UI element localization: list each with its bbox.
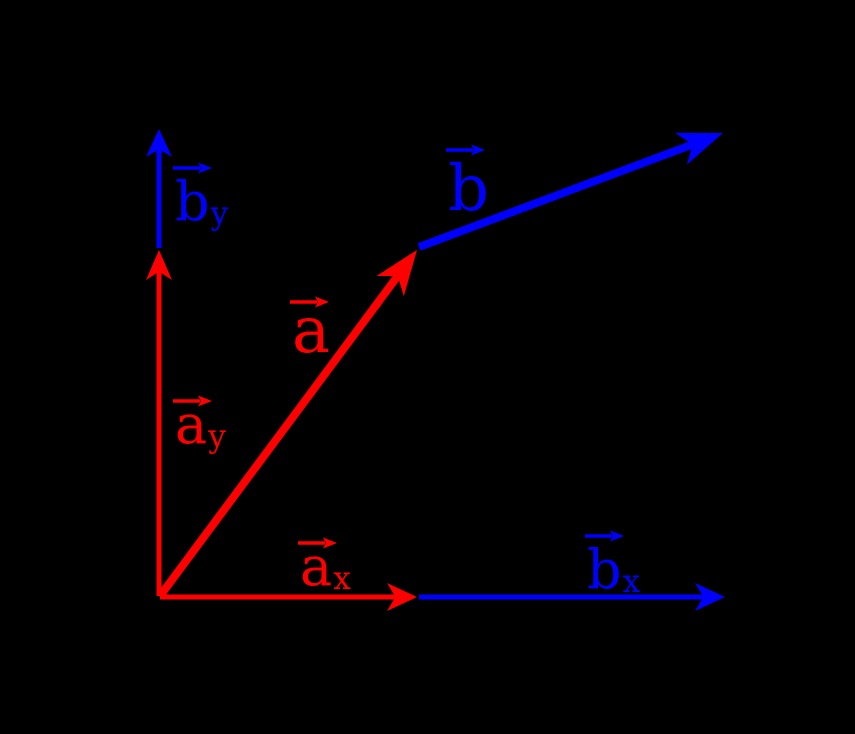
vector-b-x-head xyxy=(695,583,725,611)
vector-arrow-icon xyxy=(585,530,624,542)
vector-b-head xyxy=(674,132,723,165)
vector-arrow-icon xyxy=(173,395,212,407)
vector-a-y xyxy=(146,250,172,596)
label-a-y-text: a y xyxy=(172,393,226,456)
vector-a-x-head xyxy=(387,583,417,611)
vector-b-x xyxy=(419,583,725,611)
label-b-x-letter: b xyxy=(587,538,622,601)
vector-a xyxy=(156,250,417,599)
label-a-text: a xyxy=(289,299,330,363)
vector-arrow-icon xyxy=(298,537,337,549)
label-a-x-letter: a xyxy=(300,535,333,598)
label-b-x-subscript: x xyxy=(622,564,641,601)
label-b-x: b x xyxy=(584,529,641,601)
label-b-y-letter: b xyxy=(175,170,210,233)
label-a: a xyxy=(289,295,330,363)
vector-a-x xyxy=(160,583,417,611)
label-b: b xyxy=(445,143,489,221)
label-b-y-subscript: y xyxy=(210,196,229,233)
vector-b-y-head xyxy=(146,129,172,157)
label-a-x-text: a x xyxy=(297,535,351,598)
vector-arrow-icon xyxy=(446,144,485,156)
vector-arrow-icon xyxy=(290,296,329,308)
vector-b xyxy=(417,132,723,251)
label-a-y: a y xyxy=(172,393,226,456)
label-b-text: b xyxy=(445,157,489,221)
label-a-y-letter: a xyxy=(175,393,208,456)
label-a-letter: a xyxy=(292,294,331,368)
label-b-y-text: b y xyxy=(172,170,229,233)
label-b-letter: b xyxy=(448,152,489,226)
vector-a-head xyxy=(376,250,417,297)
label-a-x-subscript: x xyxy=(333,561,351,598)
label-a-y-subscript: y xyxy=(208,419,226,456)
label-b-y: b y xyxy=(172,161,229,233)
vector-a-y-head xyxy=(146,250,172,280)
label-b-x-text: b x xyxy=(584,538,641,601)
vector-b-y xyxy=(146,129,172,248)
vector-arrow-icon xyxy=(173,162,212,174)
label-a-x: a x xyxy=(297,535,351,598)
